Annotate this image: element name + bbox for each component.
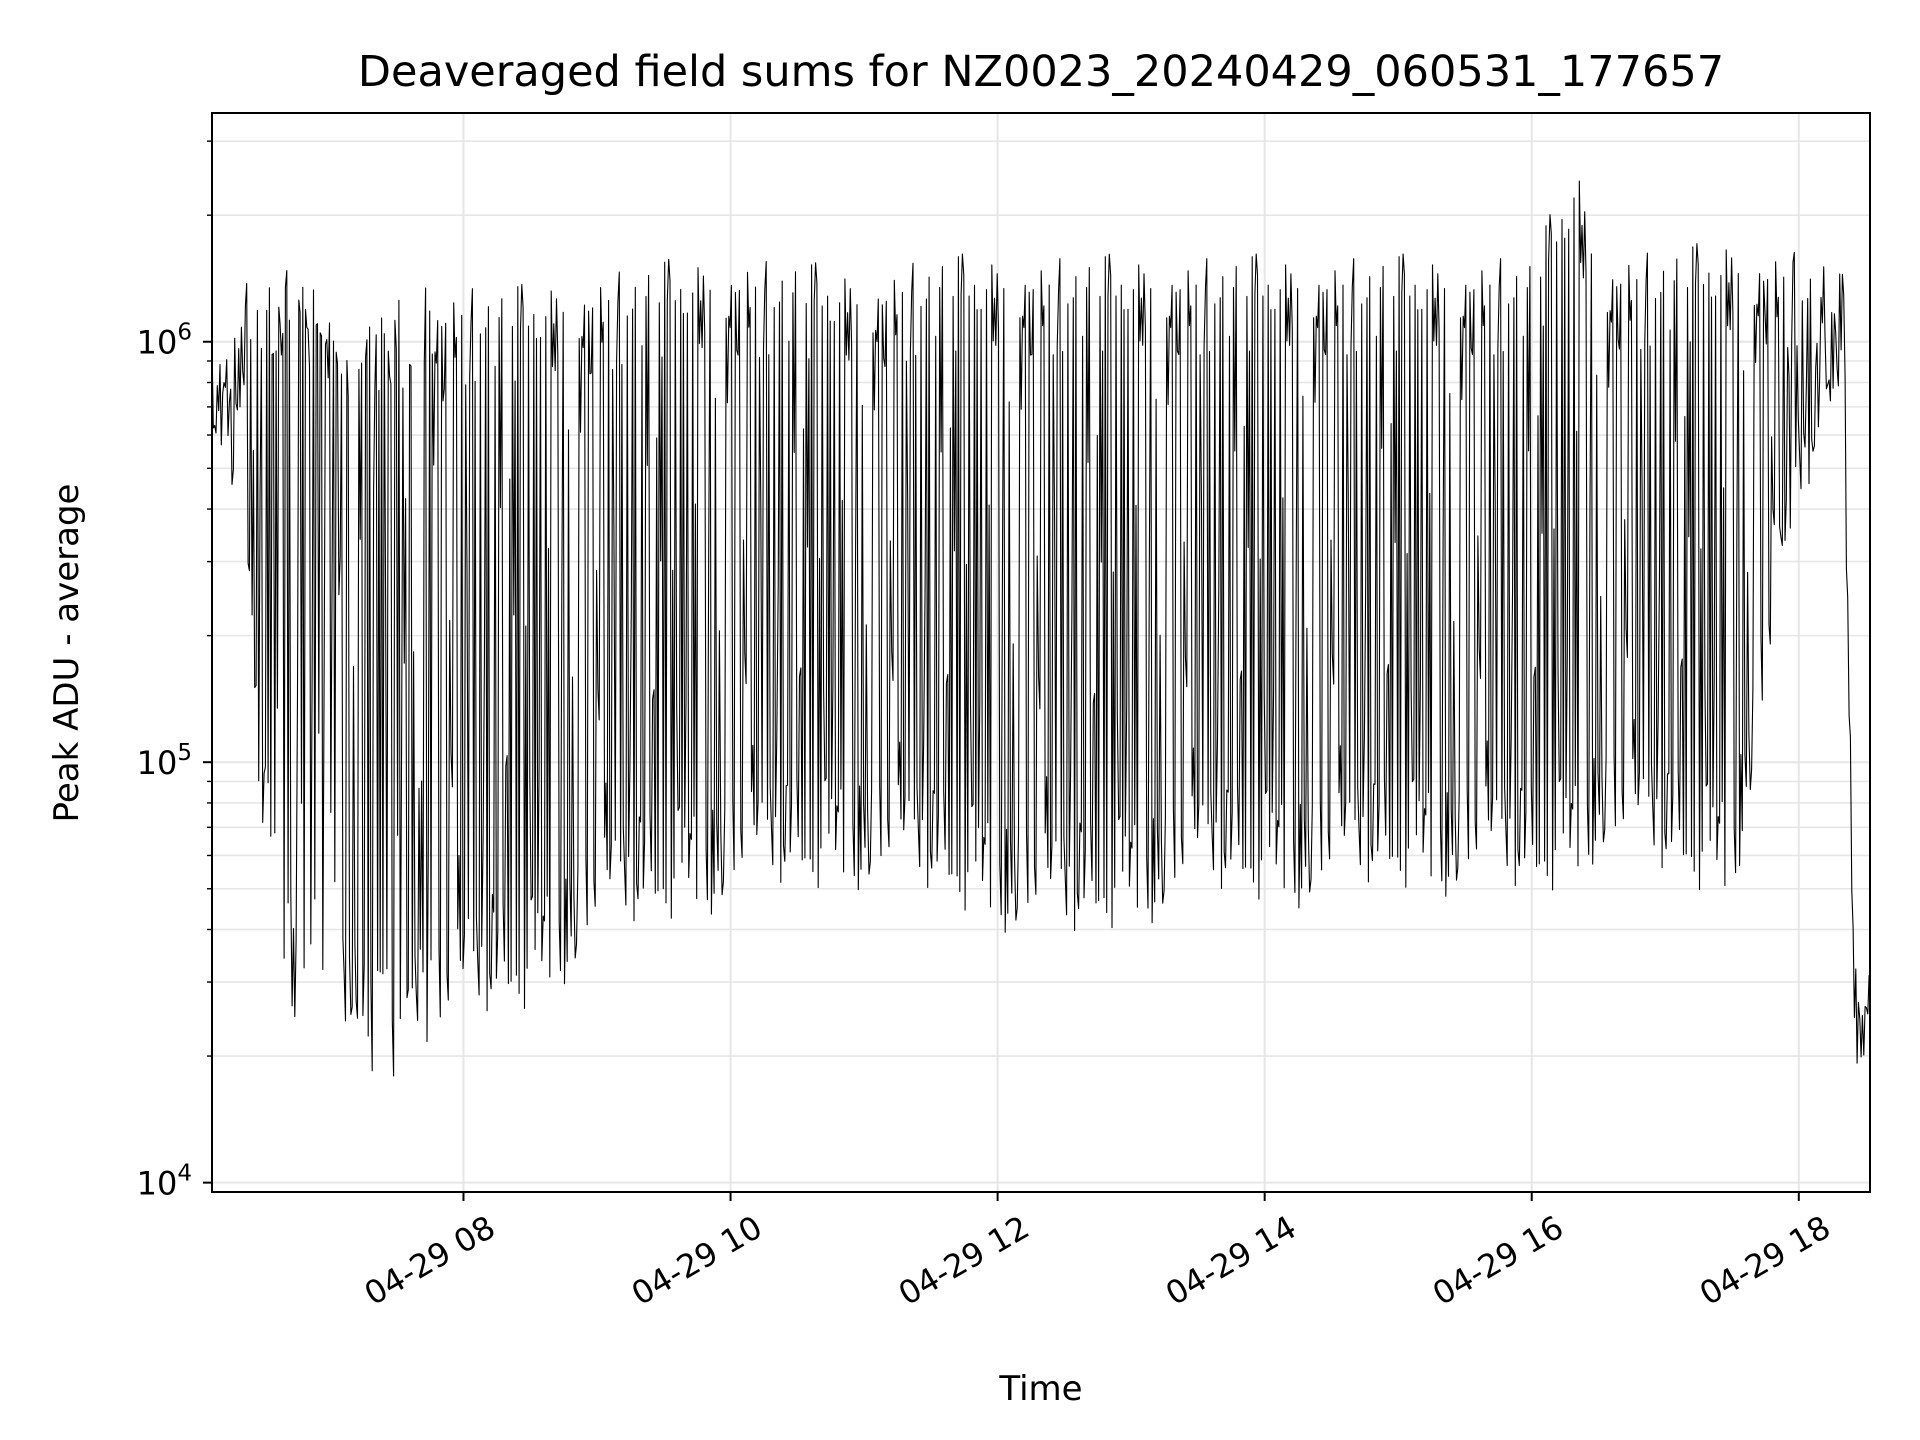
y-tick-label: 106	[137, 320, 192, 362]
x-axis-label: Time	[998, 1369, 1082, 1409]
y-tick-label-exponent: 6	[177, 320, 192, 346]
y-tick-label-exponent: 5	[177, 740, 192, 766]
y-tick-label-base: 10	[137, 744, 178, 782]
plot-frame	[211, 112, 1871, 1193]
y-tick-label: 104	[137, 1161, 192, 1203]
series-line	[211, 180, 1870, 1077]
y-tick-label: 105	[137, 740, 192, 782]
chart-title: Deaveraged field sums for NZ0023_2024042…	[358, 47, 1724, 97]
y-tick-label-exponent: 4	[177, 1161, 192, 1187]
y-tick-label-base: 10	[137, 324, 178, 362]
series-layer	[211, 180, 1870, 1077]
y-axis-label: Peak ADU - average	[47, 484, 87, 823]
y-tick-label-base: 10	[137, 1165, 178, 1203]
